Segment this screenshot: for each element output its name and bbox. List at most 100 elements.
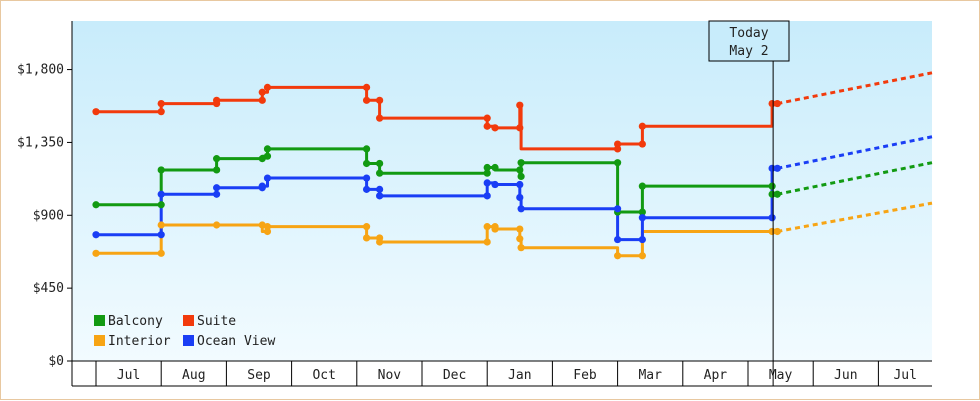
today-box	[708, 20, 790, 62]
series-line-ocean-view	[96, 166, 778, 242]
data-point-interior	[516, 225, 524, 233]
today-date: May 2	[729, 44, 768, 59]
data-point-suite	[516, 124, 524, 132]
legend-label-interior: Interior	[108, 334, 171, 349]
legend-swatch-interior	[94, 335, 105, 346]
data-point-balcony	[517, 159, 525, 167]
data-point-balcony	[614, 159, 622, 167]
series-line-suite	[96, 85, 778, 151]
data-point-ocean-view	[362, 185, 371, 193]
data-point-balcony	[483, 163, 491, 172]
data-point-interior	[362, 223, 371, 231]
data-point-ocean-view	[483, 192, 491, 200]
data-point-interior	[263, 223, 272, 231]
x-tick-label: Nov	[378, 368, 402, 383]
data-point-interior	[517, 244, 525, 252]
y-tick-label: $1,800	[17, 63, 64, 78]
data-point-balcony	[638, 208, 646, 216]
data-point-balcony	[768, 182, 776, 190]
data-point-ocean-view	[213, 190, 221, 198]
data-point-ocean-view	[516, 180, 524, 189]
x-tick-label: Aug	[182, 368, 205, 383]
data-point-interior	[362, 234, 371, 242]
data-point-ocean-view	[157, 231, 165, 239]
data-point-interior	[516, 235, 524, 243]
x-tick-label: Jan	[508, 368, 531, 383]
data-point-balcony	[92, 201, 100, 209]
data-point-ocean-view	[517, 205, 525, 213]
y-tick-label: $450	[33, 281, 64, 296]
data-point-ocean-view	[768, 164, 776, 172]
data-point-interior	[638, 252, 646, 260]
data-point-ocean-view	[638, 235, 646, 244]
data-point-suite	[213, 96, 221, 104]
x-tick-label: Oct	[312, 368, 335, 383]
data-point-interior	[491, 225, 499, 233]
data-point-balcony	[517, 172, 525, 181]
data-point-balcony	[516, 166, 524, 174]
y-tick-label: $900	[33, 208, 64, 223]
x-tick-label: Jun	[834, 368, 857, 383]
y-tick-label: $0	[48, 354, 64, 369]
data-point-ocean-view	[773, 164, 781, 172]
data-point-suite	[491, 124, 499, 132]
data-point-balcony	[491, 163, 499, 172]
x-tick-label: Dec	[443, 368, 466, 383]
data-point-interior	[773, 227, 781, 236]
data-point-interior	[614, 252, 622, 260]
today-label: Today	[729, 26, 768, 41]
data-point-balcony	[157, 201, 165, 209]
x-tick-label: Apr	[704, 368, 728, 383]
data-point-balcony	[638, 182, 646, 190]
data-point-ocean-view	[614, 235, 622, 244]
data-point-balcony	[213, 155, 221, 163]
data-point-suite	[516, 101, 524, 109]
data-point-ocean-view	[157, 190, 165, 198]
data-point-suite	[92, 108, 100, 116]
x-tick-label: Sep	[247, 368, 271, 383]
data-point-ocean-view	[768, 214, 776, 222]
data-point-suite	[638, 140, 646, 148]
plot-area	[72, 21, 932, 361]
legend-swatch-ocean-view	[183, 335, 194, 346]
data-point-suite	[483, 122, 491, 130]
data-point-ocean-view	[491, 180, 499, 189]
x-tick-label: May	[769, 368, 793, 383]
data-point-balcony	[773, 190, 781, 198]
x-tick-label: Feb	[573, 368, 597, 383]
data-point-suite	[768, 99, 776, 108]
data-point-suite	[638, 122, 646, 130]
y-tick-label: $1,350	[17, 135, 64, 150]
data-point-interior	[768, 227, 776, 236]
x-tick-label: Jul	[893, 368, 916, 383]
x-tick-label: Jul	[117, 368, 140, 383]
legend-label-suite: Suite	[197, 314, 236, 329]
legend-swatch-balcony	[94, 315, 105, 326]
data-point-interior	[92, 249, 100, 257]
data-point-interior	[157, 249, 165, 257]
data-point-suite	[483, 114, 491, 122]
data-point-suite	[376, 96, 384, 104]
data-point-suite	[263, 83, 272, 91]
data-point-suite	[362, 96, 371, 104]
data-point-interior	[157, 221, 165, 229]
data-point-interior	[376, 238, 384, 246]
data-point-balcony	[376, 169, 384, 177]
data-point-interior	[483, 223, 491, 231]
data-point-interior	[213, 221, 221, 229]
legend-swatch-suite	[183, 315, 194, 326]
data-point-ocean-view	[362, 174, 371, 182]
data-point-balcony	[483, 169, 491, 177]
data-point-suite	[614, 140, 622, 148]
data-point-ocean-view	[258, 182, 266, 190]
data-point-suite	[362, 83, 371, 91]
legend-label-ocean-view: Ocean View	[197, 334, 275, 349]
data-point-balcony	[213, 166, 221, 174]
data-point-suite	[157, 99, 165, 108]
data-point-ocean-view	[376, 192, 384, 200]
data-point-ocean-view	[92, 231, 100, 239]
data-point-ocean-view	[213, 184, 221, 192]
data-point-ocean-view	[263, 174, 272, 182]
